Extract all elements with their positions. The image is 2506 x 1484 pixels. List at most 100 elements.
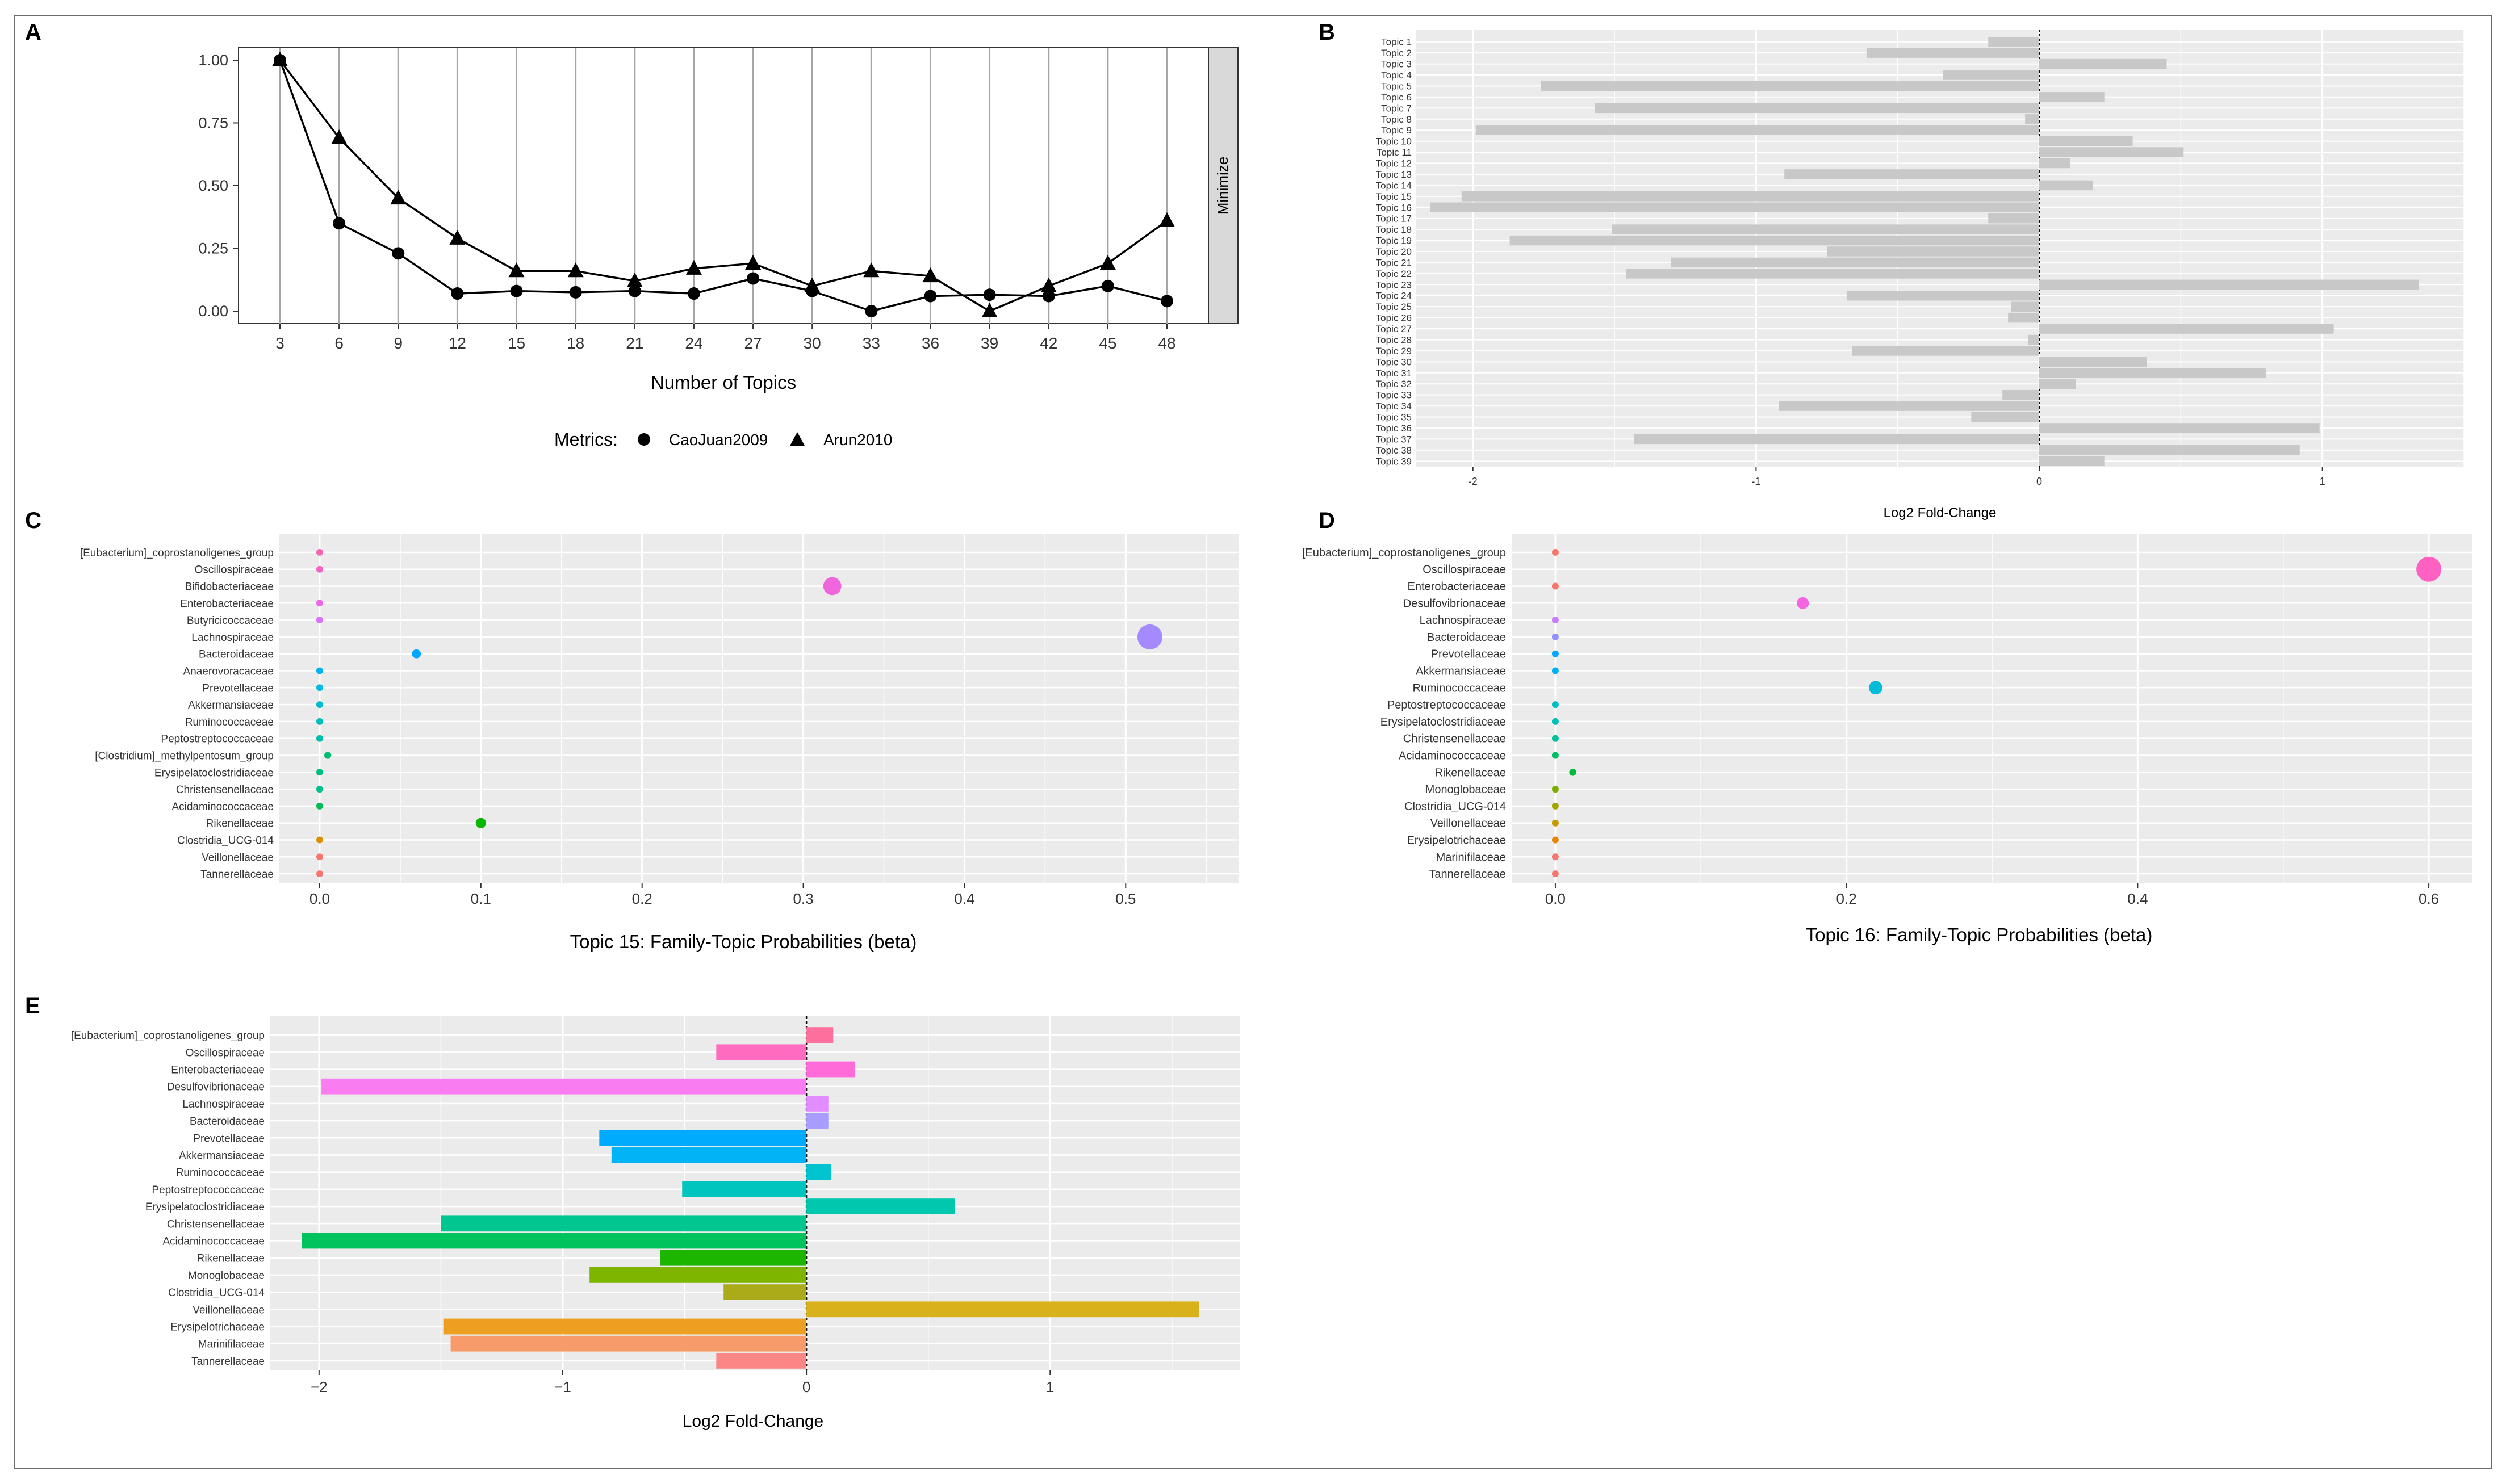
panel-b-x-axis-title: Log2 Fold-Change: [1884, 505, 1997, 521]
panel-a-x-tick-label: 21: [626, 334, 643, 352]
panel-d-x-axis-title: Topic 16: Family-Topic Probabilities (be…: [1806, 924, 2153, 945]
dot-plot-point: [1551, 718, 1559, 725]
dot-plot-point: [1551, 836, 1559, 844]
panel-b-bar: [1671, 257, 2040, 268]
panel-e-bar: [682, 1181, 807, 1197]
panel-b-bar: [2028, 334, 2040, 345]
panel-e-category-label: Enterobacteriaceae: [171, 1064, 265, 1076]
panel-a-point-arun2010: [804, 277, 821, 292]
panel-b-category-label: Topic 16: [1376, 202, 1412, 213]
panel-b-bar: [2039, 445, 2300, 455]
panel-a-x-tick-label: 36: [922, 334, 939, 352]
panel-a-x-tick-label: 42: [1040, 334, 1057, 352]
panel-a-x-tick-label: 30: [804, 334, 821, 352]
panel-b-bar: [1988, 213, 2040, 224]
panel-b-category-label: Topic 28: [1376, 334, 1412, 345]
panel-b-bar: [1612, 224, 2040, 234]
panel-b-bar: [2039, 357, 2147, 367]
panel-b-category-label: Topic 10: [1376, 136, 1412, 147]
panel-a-x-tick-label: 12: [449, 334, 466, 352]
panel-e-bar: [611, 1147, 807, 1163]
panel-a-x-tick-label: 27: [744, 334, 762, 352]
panel-b-category-label: Topic 37: [1376, 434, 1412, 445]
panel-b-bar: [1866, 48, 2040, 58]
panel-e-category-label: Desulfovibrionaceae: [167, 1081, 265, 1093]
panel-a-series-line-caojuan2009: [279, 60, 1168, 312]
dot-plot-point: [316, 853, 323, 861]
dot-plot-category-label: Oscillospiraceae: [195, 564, 274, 576]
dot-plot-point: [1551, 786, 1559, 793]
panel-b-x-tick-label: -1: [1751, 476, 1760, 487]
dot-plot-category-label: Rikenellaceae: [206, 818, 274, 830]
panel-b-category-label: Topic 17: [1376, 213, 1412, 224]
panel-b-category-label: Topic 18: [1376, 224, 1412, 235]
panel-a-legend-title: Metrics:: [554, 429, 618, 450]
panel-e-bar: [716, 1353, 807, 1369]
dot-plot-category-label: Lachnospiraceae: [191, 632, 274, 644]
panel-e-category-label: Rikenellaceae: [197, 1253, 265, 1265]
dot-plot-category-label: Veillonellaceae: [1430, 818, 1506, 830]
panel-b-bar: [2039, 379, 2076, 389]
panel-b-letter: B: [1319, 20, 1335, 45]
panel-e-bar: [806, 1061, 855, 1078]
panel-a-facet-strip: [1208, 47, 1239, 324]
dot-plot-category-label: Bifidobacteriaceae: [185, 581, 274, 593]
panel-c-letter: C: [25, 508, 41, 533]
panel-b-bar: [1988, 36, 2040, 47]
dot-plot-point: [316, 617, 323, 624]
legend-triangle-marker: [790, 432, 805, 446]
dot-plot-category-label: Enterobacteriaceae: [180, 598, 274, 610]
panel-a-point-caojuan2009: [510, 284, 523, 297]
dot-plot-x-tick-label: 0.1: [471, 890, 491, 907]
panel-a-legend: Metrics: CaoJuan2009 Arun2010: [554, 429, 892, 450]
panel-e-bar: [321, 1078, 807, 1095]
dot-plot-category-label: Butyricicoccaceae: [187, 615, 274, 627]
panel-e-bar: [660, 1250, 807, 1266]
panel-a-facet-label: Minimize: [1214, 157, 1231, 215]
panel-b-bar: [1943, 70, 2040, 80]
panel-a-x-axis-title: Number of Topics: [651, 372, 796, 393]
panel-b-category-label: Topic 12: [1376, 158, 1412, 169]
panel-b-category-label: Topic 1: [1381, 37, 1412, 48]
dot-plot-category-label: Erysipelatoclostridiaceae: [1380, 716, 1506, 728]
dot-plot-point: [316, 548, 323, 556]
panel-b-category-label: Topic 32: [1376, 379, 1412, 389]
panel-a-point-caojuan2009: [569, 286, 582, 299]
panel-a-point-arun2010: [331, 129, 348, 145]
panel-e-bar: [806, 1301, 1199, 1318]
panel-b-category-label: Topic 33: [1376, 390, 1412, 401]
legend-label-caojuan2009: CaoJuan2009: [669, 431, 768, 448]
panel-c-plot-area: [279, 534, 1239, 883]
dot-plot-category-label: Akkermansiaceae: [188, 699, 274, 711]
panel-e-bar: [806, 1164, 831, 1180]
panel-e-category-label: Ruminococcaceae: [176, 1167, 265, 1179]
panel-a-point-caojuan2009: [451, 287, 464, 300]
dot-plot-point: [324, 752, 332, 759]
panel-e-bar: [441, 1215, 807, 1232]
dot-plot-category-label: Desulfovibrionaceae: [1403, 597, 1506, 610]
panel-b-bar: [1846, 290, 2040, 301]
dot-plot-point: [475, 818, 486, 828]
panel-e-bar: [443, 1318, 807, 1335]
panel-a-point-arun2010: [1159, 212, 1175, 227]
panel-b-category-label: Topic 19: [1376, 236, 1412, 246]
dot-plot-point: [1551, 633, 1559, 640]
panel-b-category-label: Topic 4: [1381, 70, 1412, 81]
panel-e-category-label: Lachnospiraceae: [182, 1099, 265, 1110]
panel-e-category-label: Bacteroidaceae: [190, 1116, 265, 1127]
dot-plot-category-label: Peptostreptococcaceae: [161, 733, 274, 745]
dot-plot-point: [1137, 624, 1162, 649]
panel-e: E [Eubacterium]_coprostanoligenes_group O…: [25, 993, 1240, 1431]
panel-a-point-arun2010: [449, 229, 466, 245]
dot-plot-point: [316, 802, 323, 810]
dot-plot-point: [1551, 752, 1559, 759]
panel-b-category-label: Topic 15: [1376, 191, 1412, 202]
panel-e-bar: [450, 1335, 807, 1352]
panel-e-bar: [806, 1113, 829, 1129]
panel-b-category-label: Topic 11: [1377, 147, 1412, 158]
panel-a-x-tick-label: 48: [1158, 334, 1175, 352]
dot-plot-category-label: Acidaminococcaceae: [171, 801, 274, 813]
panel-a-y-tick-label: 0.75: [198, 115, 228, 132]
panel-a-point-arun2010: [981, 303, 998, 317]
panel-a-point-caojuan2009: [1101, 279, 1114, 292]
